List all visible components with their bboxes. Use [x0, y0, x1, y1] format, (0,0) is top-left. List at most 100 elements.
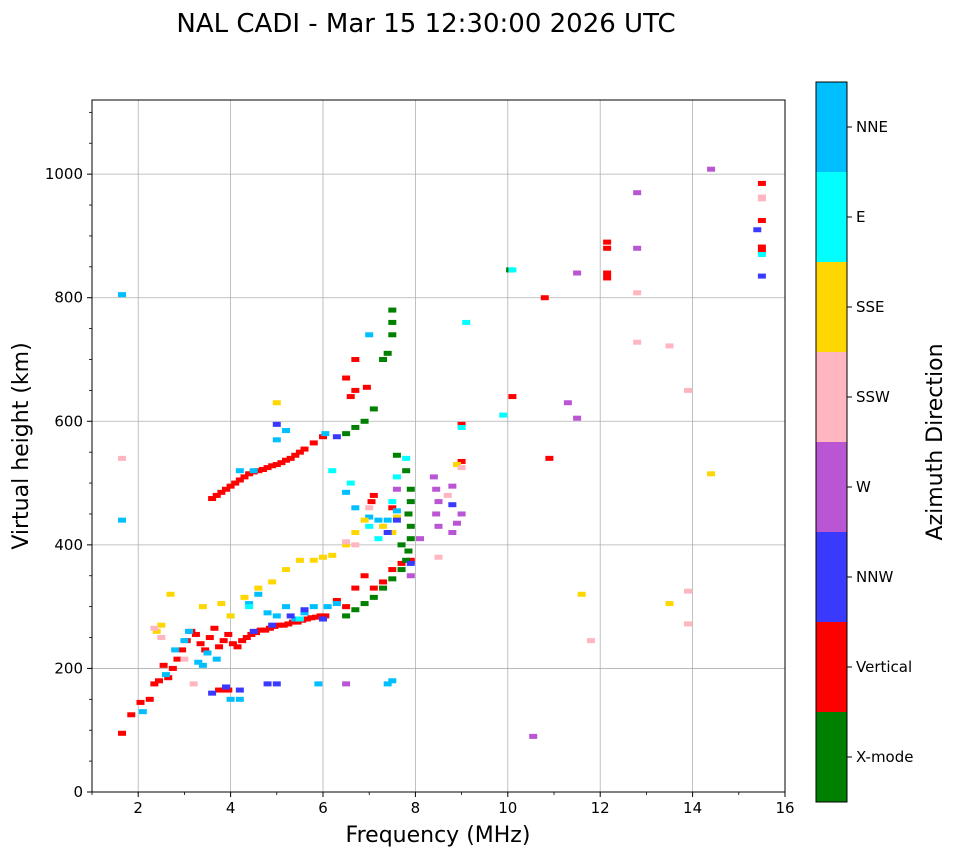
point-nne	[351, 505, 360, 511]
point-w	[452, 520, 461, 526]
point-x-mode	[404, 511, 413, 517]
point-vertical	[757, 248, 766, 254]
point-e	[388, 499, 397, 505]
point-vertical	[351, 585, 360, 591]
point-nne	[323, 604, 332, 610]
point-ssw	[457, 465, 466, 471]
point-w	[416, 536, 425, 542]
colorbar-label-nne: NNE	[856, 118, 888, 136]
point-x-mode	[342, 613, 351, 619]
point-e	[757, 251, 766, 257]
point-vertical	[316, 613, 325, 619]
point-vertical	[201, 647, 210, 653]
point-nnw	[392, 517, 401, 523]
point-w	[342, 681, 351, 687]
point-w	[633, 245, 642, 251]
point-nnw	[448, 502, 457, 508]
point-vertical	[545, 455, 554, 461]
point-vertical	[603, 275, 612, 281]
point-x-mode	[404, 548, 413, 554]
x-axis-ticks: 2 4 6 8 10 12 14 16	[91, 792, 795, 817]
point-vertical	[284, 621, 293, 627]
point-vertical	[178, 647, 187, 653]
point-nne	[365, 514, 374, 520]
point-ssw	[180, 656, 189, 662]
point-sse	[272, 400, 281, 406]
point-nne	[185, 628, 194, 634]
point-ssw	[434, 554, 443, 560]
point-vertical	[312, 614, 321, 620]
point-vertical	[279, 622, 288, 628]
point-sse	[665, 601, 674, 607]
point-nne	[180, 638, 189, 644]
point-nne	[194, 659, 203, 665]
point-vertical	[309, 440, 318, 446]
point-vertical	[321, 613, 330, 619]
point-nnw	[300, 607, 309, 613]
point-sse	[309, 557, 318, 563]
point-vertical	[127, 712, 136, 718]
point-nne	[118, 292, 127, 298]
point-nne	[138, 709, 147, 715]
point-ssw	[683, 588, 692, 594]
colorbar-label-e: E	[856, 208, 865, 226]
point-x-mode	[406, 536, 415, 542]
y-tick-label: 600	[54, 412, 83, 430]
point-sse	[577, 591, 586, 597]
point-nne	[282, 604, 291, 610]
point-sse	[707, 471, 716, 477]
point-vertical	[388, 505, 397, 511]
point-nnw	[249, 628, 258, 634]
point-vertical	[369, 585, 378, 591]
point-vertical	[319, 434, 327, 440]
point-sse	[166, 591, 175, 597]
point-w	[392, 486, 401, 492]
point-x-mode	[351, 424, 360, 430]
point-vertical	[342, 375, 351, 381]
point-w	[448, 483, 457, 489]
point-vertical	[397, 560, 406, 566]
point-vertical	[351, 387, 360, 393]
y-axis-ticks: 0 200 400 600 800 1000	[45, 111, 92, 801]
point-sse	[388, 530, 397, 535]
point-vertical	[300, 446, 309, 452]
point-nnw	[406, 560, 415, 566]
point-nnw	[221, 684, 230, 690]
point-vertical	[145, 696, 154, 702]
point-vertical	[150, 681, 159, 687]
point-vertical	[388, 567, 397, 573]
point-x-mode	[379, 357, 388, 362]
point-vertical	[261, 627, 270, 633]
point-vertical	[757, 244, 766, 250]
point-vertical	[295, 449, 304, 455]
point-nnw	[208, 690, 217, 696]
point-ssw	[633, 290, 642, 296]
point-e	[365, 523, 374, 529]
point-ssw	[365, 505, 374, 511]
point-w	[432, 486, 441, 492]
point-nne	[198, 662, 207, 668]
point-x-mode	[397, 542, 406, 548]
point-vertical	[351, 357, 360, 362]
point-ssw	[342, 539, 351, 545]
point-vertical	[291, 452, 300, 458]
colorbar-swatch-x-mode	[816, 712, 847, 803]
point-vertical	[242, 635, 251, 641]
point-e	[508, 267, 517, 273]
point-x-mode	[402, 557, 411, 563]
point-nne	[171, 647, 180, 653]
point-sse	[198, 604, 207, 610]
point-nne	[226, 696, 235, 702]
point-vertical	[173, 656, 182, 662]
point-x-mode	[388, 319, 397, 325]
point-nne	[212, 656, 221, 662]
point-nne	[342, 489, 351, 495]
point-w	[432, 511, 441, 517]
point-nne	[392, 508, 401, 514]
point-vertical	[215, 687, 224, 693]
point-x-mode	[383, 350, 392, 356]
point-w	[429, 474, 438, 480]
point-sse	[217, 601, 226, 607]
point-vertical	[293, 619, 302, 625]
